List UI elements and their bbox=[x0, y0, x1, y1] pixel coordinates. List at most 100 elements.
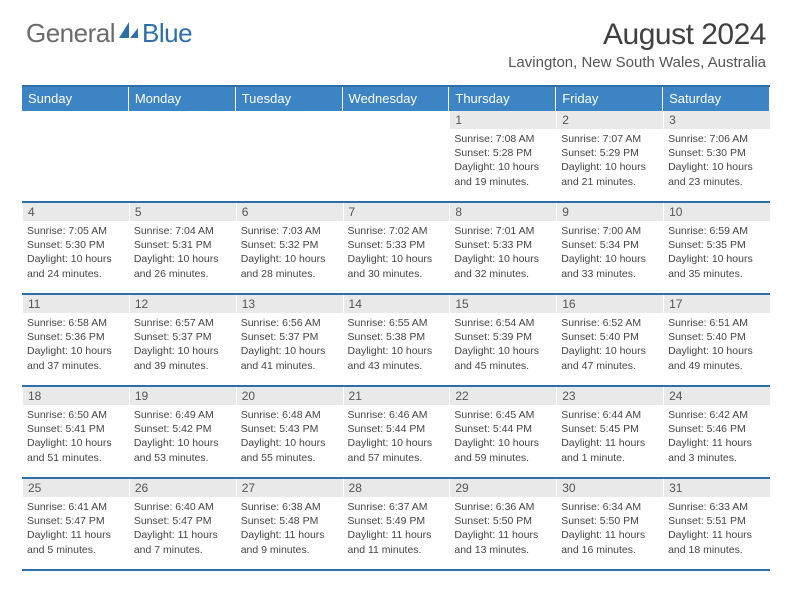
daylight-line: Daylight: 10 hours and 57 minutes. bbox=[348, 436, 445, 464]
sunset-line: Sunset: 5:37 PM bbox=[241, 330, 338, 344]
day-info: Sunrise: 6:49 AMSunset: 5:42 PMDaylight:… bbox=[129, 405, 236, 470]
sunset-line: Sunset: 5:48 PM bbox=[241, 514, 338, 528]
sunrise-line: Sunrise: 6:34 AM bbox=[561, 500, 658, 514]
sunrise-line: Sunrise: 6:57 AM bbox=[134, 316, 231, 330]
day-info: Sunrise: 6:41 AMSunset: 5:47 PMDaylight:… bbox=[22, 497, 129, 562]
calendar-day-cell: 8Sunrise: 7:01 AMSunset: 5:33 PMDaylight… bbox=[449, 203, 556, 293]
day-number: 28 bbox=[343, 479, 450, 497]
sunset-line: Sunset: 5:43 PM bbox=[241, 422, 338, 436]
sunset-line: Sunset: 5:41 PM bbox=[27, 422, 124, 436]
day-info: Sunrise: 6:46 AMSunset: 5:44 PMDaylight:… bbox=[343, 405, 450, 470]
sunrise-line: Sunrise: 6:48 AM bbox=[241, 408, 338, 422]
sunrise-line: Sunrise: 7:08 AM bbox=[454, 132, 551, 146]
sunset-line: Sunset: 5:38 PM bbox=[348, 330, 445, 344]
day-number: 11 bbox=[22, 295, 129, 313]
day-info: Sunrise: 7:02 AMSunset: 5:33 PMDaylight:… bbox=[343, 221, 450, 286]
day-number: 10 bbox=[663, 203, 770, 221]
sunrise-line: Sunrise: 7:01 AM bbox=[454, 224, 551, 238]
day-number: 7 bbox=[343, 203, 450, 221]
calendar-day-cell: 11Sunrise: 6:58 AMSunset: 5:36 PMDayligh… bbox=[22, 295, 129, 385]
day-number bbox=[343, 111, 450, 129]
calendar: SundayMondayTuesdayWednesdayThursdayFrid… bbox=[22, 85, 770, 571]
day-info: Sunrise: 7:07 AMSunset: 5:29 PMDaylight:… bbox=[556, 129, 663, 194]
daylight-line: Daylight: 10 hours and 45 minutes. bbox=[454, 344, 551, 372]
calendar-day-cell: 10Sunrise: 6:59 AMSunset: 5:35 PMDayligh… bbox=[663, 203, 770, 293]
day-number: 31 bbox=[663, 479, 770, 497]
month-title: August 2024 bbox=[508, 18, 766, 52]
weekday-header: Tuesday bbox=[236, 87, 343, 111]
sunrise-line: Sunrise: 6:33 AM bbox=[668, 500, 765, 514]
day-info: Sunrise: 6:50 AMSunset: 5:41 PMDaylight:… bbox=[22, 405, 129, 470]
daylight-line: Daylight: 10 hours and 30 minutes. bbox=[348, 252, 445, 280]
calendar-day-cell bbox=[343, 111, 450, 201]
calendar-day-cell: 28Sunrise: 6:37 AMSunset: 5:49 PMDayligh… bbox=[343, 479, 450, 569]
day-number: 25 bbox=[22, 479, 129, 497]
sunrise-line: Sunrise: 7:03 AM bbox=[241, 224, 338, 238]
sunset-line: Sunset: 5:50 PM bbox=[561, 514, 658, 528]
day-info: Sunrise: 6:34 AMSunset: 5:50 PMDaylight:… bbox=[556, 497, 663, 562]
calendar-week-row: 11Sunrise: 6:58 AMSunset: 5:36 PMDayligh… bbox=[22, 295, 770, 387]
sunset-line: Sunset: 5:39 PM bbox=[454, 330, 551, 344]
day-info: Sunrise: 6:54 AMSunset: 5:39 PMDaylight:… bbox=[449, 313, 556, 378]
sunset-line: Sunset: 5:35 PM bbox=[668, 238, 765, 252]
day-number: 1 bbox=[449, 111, 556, 129]
day-number bbox=[22, 111, 129, 129]
day-number: 19 bbox=[129, 387, 236, 405]
day-number: 20 bbox=[236, 387, 343, 405]
calendar-day-cell: 9Sunrise: 7:00 AMSunset: 5:34 PMDaylight… bbox=[556, 203, 663, 293]
daylight-line: Daylight: 10 hours and 23 minutes. bbox=[668, 160, 765, 188]
day-info: Sunrise: 7:08 AMSunset: 5:28 PMDaylight:… bbox=[449, 129, 556, 194]
day-number: 15 bbox=[449, 295, 556, 313]
daylight-line: Daylight: 10 hours and 37 minutes. bbox=[27, 344, 124, 372]
day-number: 16 bbox=[556, 295, 663, 313]
calendar-day-cell: 15Sunrise: 6:54 AMSunset: 5:39 PMDayligh… bbox=[449, 295, 556, 385]
day-info: Sunrise: 6:37 AMSunset: 5:49 PMDaylight:… bbox=[343, 497, 450, 562]
calendar-day-cell: 4Sunrise: 7:05 AMSunset: 5:30 PMDaylight… bbox=[22, 203, 129, 293]
daylight-line: Daylight: 11 hours and 9 minutes. bbox=[241, 528, 338, 556]
daylight-line: Daylight: 10 hours and 47 minutes. bbox=[561, 344, 658, 372]
day-number: 4 bbox=[22, 203, 129, 221]
daylight-line: Daylight: 11 hours and 5 minutes. bbox=[27, 528, 124, 556]
calendar-day-cell: 22Sunrise: 6:45 AMSunset: 5:44 PMDayligh… bbox=[449, 387, 556, 477]
sunrise-line: Sunrise: 6:40 AM bbox=[134, 500, 231, 514]
sunrise-line: Sunrise: 6:45 AM bbox=[454, 408, 551, 422]
sunset-line: Sunset: 5:40 PM bbox=[668, 330, 765, 344]
sunset-line: Sunset: 5:46 PM bbox=[668, 422, 765, 436]
day-info: Sunrise: 6:48 AMSunset: 5:43 PMDaylight:… bbox=[236, 405, 343, 470]
calendar-day-cell bbox=[129, 111, 236, 201]
day-info: Sunrise: 6:44 AMSunset: 5:45 PMDaylight:… bbox=[556, 405, 663, 470]
weekday-header: Sunday bbox=[22, 87, 129, 111]
calendar-day-cell: 26Sunrise: 6:40 AMSunset: 5:47 PMDayligh… bbox=[129, 479, 236, 569]
day-info: Sunrise: 6:55 AMSunset: 5:38 PMDaylight:… bbox=[343, 313, 450, 378]
day-info: Sunrise: 7:06 AMSunset: 5:30 PMDaylight:… bbox=[663, 129, 770, 194]
sunset-line: Sunset: 5:30 PM bbox=[27, 238, 124, 252]
day-info: Sunrise: 6:36 AMSunset: 5:50 PMDaylight:… bbox=[449, 497, 556, 562]
sunrise-line: Sunrise: 6:42 AM bbox=[668, 408, 765, 422]
day-info: Sunrise: 6:51 AMSunset: 5:40 PMDaylight:… bbox=[663, 313, 770, 378]
sunset-line: Sunset: 5:33 PM bbox=[454, 238, 551, 252]
calendar-day-cell: 6Sunrise: 7:03 AMSunset: 5:32 PMDaylight… bbox=[236, 203, 343, 293]
day-number: 9 bbox=[556, 203, 663, 221]
day-number: 17 bbox=[663, 295, 770, 313]
daylight-line: Daylight: 10 hours and 41 minutes. bbox=[241, 344, 338, 372]
weekday-header: Friday bbox=[556, 87, 663, 111]
sunrise-line: Sunrise: 6:50 AM bbox=[27, 408, 124, 422]
day-info: Sunrise: 6:40 AMSunset: 5:47 PMDaylight:… bbox=[129, 497, 236, 562]
day-number: 5 bbox=[129, 203, 236, 221]
day-info: Sunrise: 6:57 AMSunset: 5:37 PMDaylight:… bbox=[129, 313, 236, 378]
daylight-line: Daylight: 10 hours and 21 minutes. bbox=[561, 160, 658, 188]
day-number: 13 bbox=[236, 295, 343, 313]
daylight-line: Daylight: 10 hours and 53 minutes. bbox=[134, 436, 231, 464]
sunrise-line: Sunrise: 7:05 AM bbox=[27, 224, 124, 238]
sunrise-line: Sunrise: 7:07 AM bbox=[561, 132, 658, 146]
calendar-day-cell: 20Sunrise: 6:48 AMSunset: 5:43 PMDayligh… bbox=[236, 387, 343, 477]
day-info: Sunrise: 7:00 AMSunset: 5:34 PMDaylight:… bbox=[556, 221, 663, 286]
sunset-line: Sunset: 5:44 PM bbox=[348, 422, 445, 436]
day-info: Sunrise: 7:04 AMSunset: 5:31 PMDaylight:… bbox=[129, 221, 236, 286]
location-text: Lavington, New South Wales, Australia bbox=[508, 54, 766, 71]
daylight-line: Daylight: 10 hours and 26 minutes. bbox=[134, 252, 231, 280]
weekday-header-row: SundayMondayTuesdayWednesdayThursdayFrid… bbox=[22, 87, 770, 111]
daylight-line: Daylight: 11 hours and 18 minutes. bbox=[668, 528, 765, 556]
day-number: 29 bbox=[449, 479, 556, 497]
sunrise-line: Sunrise: 7:02 AM bbox=[348, 224, 445, 238]
